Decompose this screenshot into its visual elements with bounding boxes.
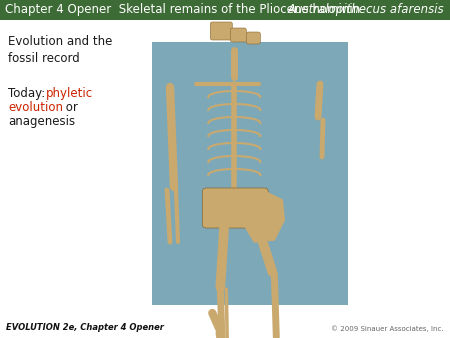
Text: or: or xyxy=(62,101,78,114)
FancyBboxPatch shape xyxy=(202,188,268,228)
Text: evolution: evolution xyxy=(8,101,63,114)
Bar xyxy=(0,0,450,20)
Bar xyxy=(152,42,348,305)
Text: © 2009 Sinauer Associates, Inc.: © 2009 Sinauer Associates, Inc. xyxy=(331,325,444,332)
Text: Chapter 4 Opener  Skeletal remains of the Pliocene hominin: Chapter 4 Opener Skeletal remains of the… xyxy=(5,3,364,17)
Text: Today:: Today: xyxy=(8,87,49,100)
FancyBboxPatch shape xyxy=(230,28,246,42)
Text: Evolution and the
fossil record: Evolution and the fossil record xyxy=(8,35,112,65)
Text: anagenesis: anagenesis xyxy=(8,115,75,128)
Text: EVOLUTION 2e, Chapter 4 Opener: EVOLUTION 2e, Chapter 4 Opener xyxy=(6,323,164,332)
Text: phyletic: phyletic xyxy=(46,87,93,100)
FancyBboxPatch shape xyxy=(246,32,260,44)
FancyBboxPatch shape xyxy=(210,22,232,40)
Text: Australopithecus afarensis: Australopithecus afarensis xyxy=(288,3,445,17)
Polygon shape xyxy=(242,192,284,242)
